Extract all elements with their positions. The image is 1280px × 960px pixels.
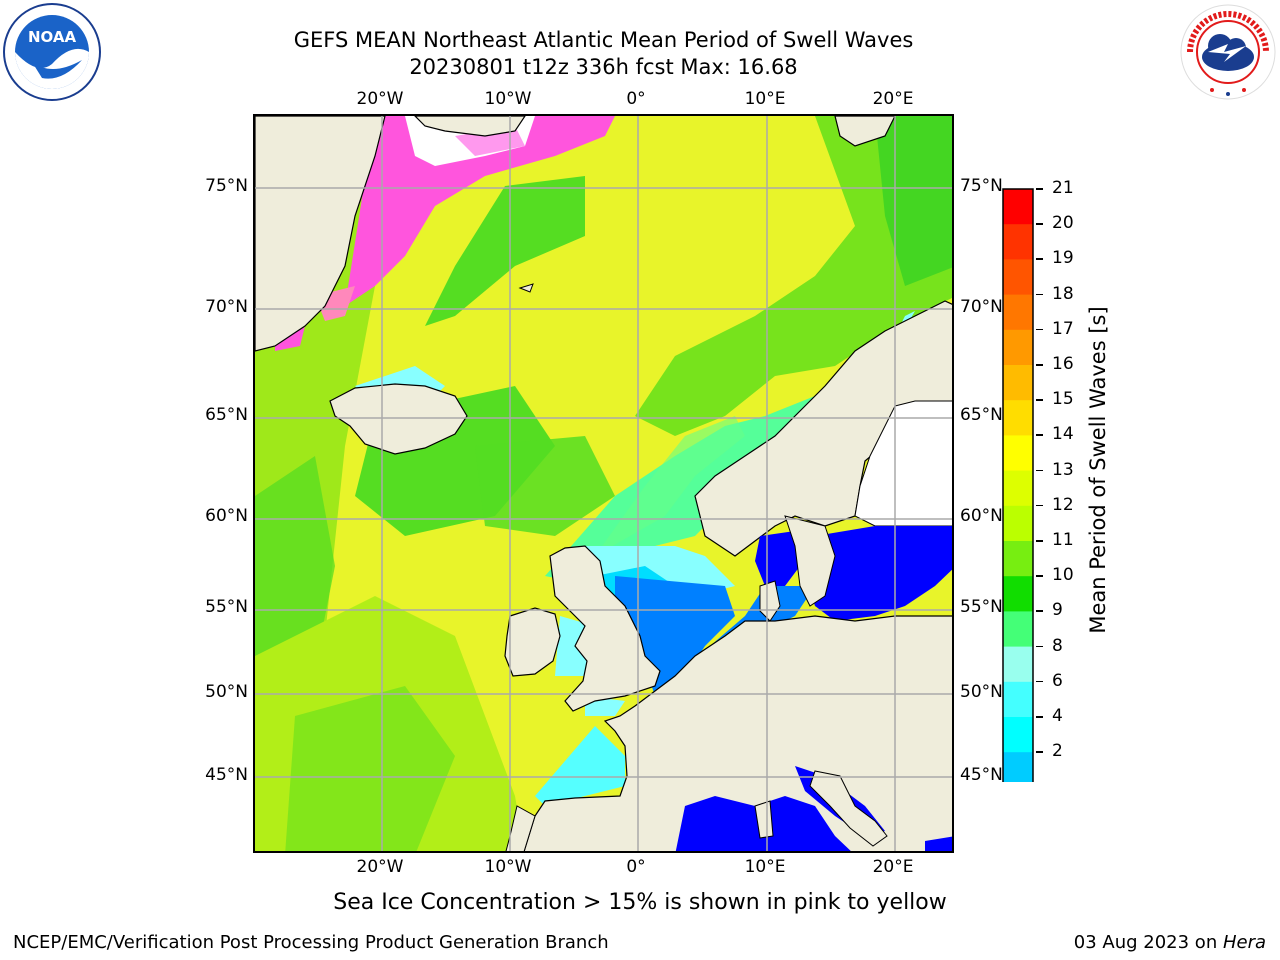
colorbar-tick-mark	[1036, 328, 1043, 331]
colorbar-tick-label: 6	[1052, 670, 1063, 691]
lon-top-label: 0°	[626, 89, 646, 109]
colorbar-tick-label: 18	[1052, 283, 1074, 304]
sea-ice-note: Sea Ice Concentration > 15% is shown in …	[333, 890, 947, 915]
colorbar-tick-mark	[1036, 645, 1043, 648]
colorbar-tick-label: 17	[1052, 318, 1074, 339]
map-title-line2: 20230801 t12z 336h fcst Max: 16.68	[409, 55, 798, 79]
colorbar-tick-label: 13	[1052, 459, 1074, 480]
colorbar-tick-label: 2	[1052, 741, 1063, 762]
lon-top-label: 20°W	[356, 89, 404, 109]
lon-bottom-label: 20°W	[356, 857, 404, 877]
lat-right-label: 70°N	[960, 297, 1003, 317]
colorbar-segment	[1003, 294, 1033, 331]
map-panel	[253, 114, 954, 853]
colorbar-tick-mark	[1036, 751, 1043, 753]
colorbar-segment	[1003, 329, 1033, 366]
colorbar-tick-mark	[1036, 364, 1043, 366]
colorbar-title: Mean Period of Swell Waves [s]	[1086, 306, 1110, 634]
lat-left-label: 55°N	[205, 597, 248, 617]
colorbar-segment	[1003, 435, 1033, 472]
map-gridlines	[255, 116, 952, 851]
colorbar-segment	[1003, 400, 1033, 436]
colorbar-tick-label: 12	[1052, 494, 1074, 515]
lat-left-label: 65°N	[205, 405, 248, 425]
lat-left-label: 75°N	[205, 176, 248, 196]
swell-period-map	[255, 116, 952, 851]
colorbar-tick-mark	[1036, 610, 1043, 612]
noaa-logo-text: NOAA	[28, 28, 77, 46]
colorbar-tick-mark	[1036, 188, 1043, 190]
lat-left-label: 70°N	[205, 297, 248, 317]
colorbar-tick-mark	[1036, 680, 1043, 683]
colorbar-segment	[1003, 505, 1033, 542]
colorbar-tick-mark	[1036, 469, 1043, 472]
colorbar-segment	[1003, 576, 1033, 612]
lon-bottom-label: 20°E	[872, 857, 914, 877]
colorbar-tick-mark	[1036, 258, 1043, 260]
lon-top-label: 20°E	[872, 89, 914, 109]
colorbar-segment	[1003, 470, 1033, 507]
colorbar-tick-label: 8	[1052, 635, 1063, 656]
lat-right-label: 45°N	[960, 765, 1003, 785]
footer-date-text: 03 Aug 2023 on	[1073, 932, 1223, 953]
colorbar-segment	[1003, 189, 1033, 225]
lat-left-label: 50°N	[205, 682, 248, 702]
lon-top-label: 10°W	[484, 89, 532, 109]
colorbar-tick-label: 15	[1052, 389, 1074, 410]
colorbar-tick-label: 19	[1052, 248, 1074, 269]
colorbar-tick-label: 16	[1052, 354, 1074, 374]
colorbar-segment	[1003, 365, 1033, 401]
lon-bottom-label: 0°	[626, 857, 646, 877]
colorbar-segment	[1003, 541, 1033, 577]
lat-right-label: 55°N	[960, 597, 1003, 617]
colorbar-tick-mark	[1036, 434, 1043, 436]
lat-right-label: 60°N	[960, 506, 1003, 526]
colorbar-segment	[1003, 752, 1033, 788]
colorbar-tick-mark	[1036, 540, 1043, 542]
map-title-line1: GEFS MEAN Northeast Atlantic Mean Period…	[293, 28, 914, 52]
colorbar-tick-label: 9	[1052, 600, 1063, 621]
colorbar-tick-label: 21	[1052, 178, 1074, 198]
colorbar-tick-label: 4	[1052, 706, 1063, 726]
lon-bottom-label: 10°W	[484, 857, 532, 877]
colorbar-segment	[1003, 259, 1033, 296]
colorbar-tick-mark	[1036, 399, 1043, 401]
footer-date: 03 Aug 2023 on Hera	[1074, 932, 1266, 953]
lat-left-label: 45°N	[205, 765, 248, 785]
colorbar-tick-label: 14	[1052, 424, 1074, 445]
footer-credit: NCEP/EMC/Verification Post Processing Pr…	[13, 932, 609, 953]
lat-right-label: 50°N	[960, 682, 1003, 702]
colorbar-tick-mark	[1036, 504, 1043, 507]
nws-logo	[1178, 2, 1278, 102]
colorbar	[1000, 186, 1036, 855]
colorbar-tick-mark	[1036, 716, 1043, 718]
colorbar-segment	[1003, 224, 1033, 260]
noaa-logo: NOAA	[2, 2, 102, 102]
colorbar-tick-label: 11	[1052, 530, 1074, 550]
colorbar-segment	[1003, 681, 1033, 718]
colorbar-segment	[1003, 611, 1033, 648]
colorbar-tick-mark	[1036, 575, 1043, 577]
colorbar-tick-label: 20	[1052, 213, 1074, 234]
lat-right-label: 65°N	[960, 405, 1003, 425]
colorbar-segment	[1003, 717, 1033, 753]
lat-right-label: 75°N	[960, 176, 1003, 196]
lon-bottom-label: 10°E	[744, 857, 786, 877]
footer-host: Hera	[1222, 932, 1266, 953]
colorbar-tick-label: 10	[1052, 565, 1074, 586]
lat-left-label: 60°N	[205, 506, 248, 526]
colorbar-tick-mark	[1036, 293, 1043, 296]
colorbar-segment	[1003, 646, 1033, 683]
lon-top-label: 10°E	[744, 89, 786, 109]
colorbar-tick-mark	[1036, 223, 1043, 225]
